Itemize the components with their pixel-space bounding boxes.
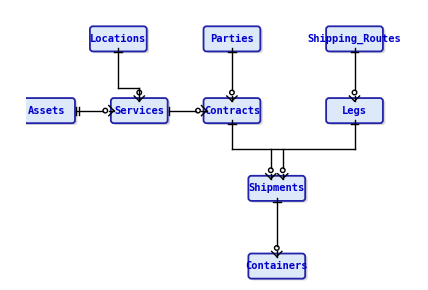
FancyBboxPatch shape [206, 100, 263, 125]
FancyBboxPatch shape [18, 98, 75, 123]
FancyBboxPatch shape [251, 177, 308, 203]
FancyBboxPatch shape [92, 28, 149, 53]
FancyBboxPatch shape [329, 28, 385, 53]
FancyBboxPatch shape [248, 176, 305, 201]
Text: Parties: Parties [210, 34, 254, 44]
FancyBboxPatch shape [251, 255, 308, 280]
FancyBboxPatch shape [111, 98, 168, 123]
FancyBboxPatch shape [326, 98, 383, 123]
FancyBboxPatch shape [248, 253, 305, 279]
Text: Assets: Assets [28, 106, 65, 116]
FancyBboxPatch shape [113, 100, 170, 125]
FancyBboxPatch shape [204, 98, 260, 123]
FancyBboxPatch shape [326, 26, 383, 51]
Text: Shipments: Shipments [249, 183, 305, 193]
Text: Contracts: Contracts [204, 106, 260, 116]
FancyBboxPatch shape [21, 100, 77, 125]
Text: Services: Services [114, 106, 164, 116]
FancyBboxPatch shape [329, 100, 385, 125]
Text: Containers: Containers [246, 261, 308, 271]
Text: Locations: Locations [90, 34, 146, 44]
Text: Shipping_Routes: Shipping_Routes [308, 34, 401, 44]
FancyBboxPatch shape [204, 26, 260, 51]
FancyBboxPatch shape [90, 26, 147, 51]
Text: Legs: Legs [342, 106, 367, 116]
FancyBboxPatch shape [206, 28, 263, 53]
